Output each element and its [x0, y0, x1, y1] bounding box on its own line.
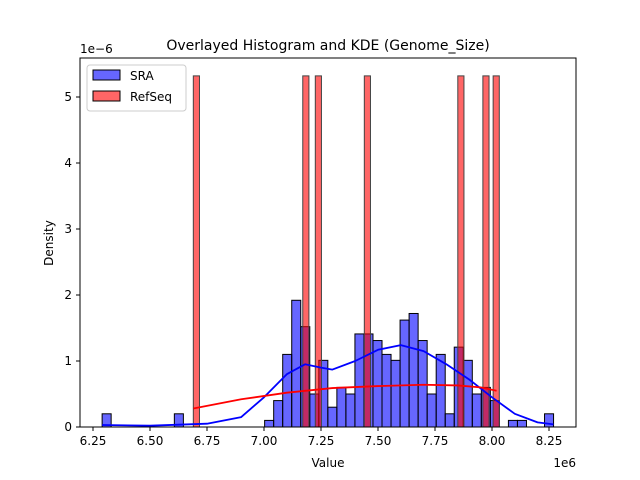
refseq-bar	[482, 75, 490, 428]
sra-bar	[408, 312, 419, 428]
refseq-kde-line	[193, 383, 497, 410]
x-tick-label: 7.75	[422, 434, 449, 448]
sra-bar	[291, 299, 302, 428]
sra-bar	[354, 333, 365, 428]
x-tick-label: 7.00	[251, 434, 278, 448]
sra-bar	[516, 419, 527, 428]
y-axis-label: Density	[42, 220, 56, 266]
legend-label-refseq: RefSeq	[130, 90, 172, 104]
x-offset-label: 1e6	[553, 456, 576, 470]
sra-bar	[381, 353, 392, 428]
sra-bar	[345, 393, 356, 428]
sra-kde-line	[102, 344, 554, 427]
legend-swatch-sra	[92, 69, 121, 81]
refseq-bar	[363, 75, 371, 428]
legend-label-sra: SRA	[130, 69, 154, 83]
x-tick-label: 7.25	[308, 434, 335, 448]
sra-bar	[327, 406, 338, 428]
y-tick-label: 2	[64, 288, 72, 302]
refseq-bar	[314, 75, 322, 428]
plot-frame	[79, 57, 577, 428]
x-tick-label: 6.50	[137, 434, 164, 448]
sra-bar	[273, 400, 284, 428]
sra-bar	[282, 353, 293, 428]
y-tick-label: 3	[64, 222, 72, 236]
x-tick-label: 8.25	[536, 434, 563, 448]
sra-bar	[264, 419, 275, 428]
sra-bar	[426, 393, 437, 428]
x-tick-label: 6.75	[194, 434, 221, 448]
sra-bar	[462, 359, 473, 428]
chart-title: Overlayed Histogram and KDE (Genome_Size…	[166, 38, 489, 54]
sra-bar	[435, 353, 446, 428]
y-tick-label: 0	[64, 420, 72, 434]
x-tick-label: 6.25	[80, 434, 107, 448]
refseq-bar	[192, 75, 200, 428]
x-axis-label: Value	[312, 456, 345, 470]
x-tick-label: 7.50	[365, 434, 392, 448]
y-tick-label: 4	[64, 156, 72, 170]
refseq-bar	[492, 75, 500, 428]
legend-swatch-refseq	[92, 90, 121, 102]
sra-bar	[399, 319, 410, 428]
sra-bar	[390, 359, 401, 428]
y-tick-label: 1	[64, 354, 72, 368]
sra-bar	[417, 340, 428, 428]
sra-bar	[507, 419, 518, 428]
y-tick-label: 5	[64, 90, 72, 104]
sra-bar	[336, 386, 347, 428]
sra-bar	[444, 413, 455, 428]
legend: SRA RefSeq	[86, 64, 187, 112]
refseq-bar	[302, 75, 310, 428]
sra-bar	[372, 340, 383, 428]
sra-bar	[471, 393, 482, 428]
y-offset-label: 1e−6	[80, 42, 113, 56]
x-tick-label: 8.00	[479, 434, 506, 448]
